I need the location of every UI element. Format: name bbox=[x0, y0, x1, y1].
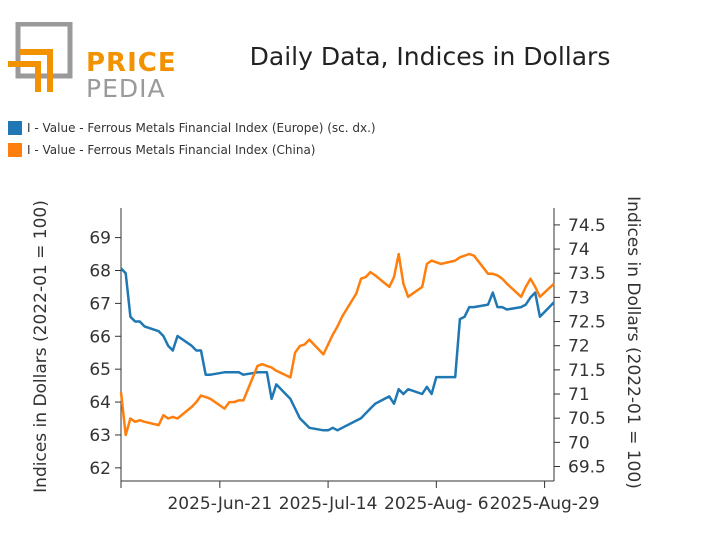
y-left-tick-label: 62 bbox=[89, 459, 111, 479]
x-tick-label: 2025-Jul-14 bbox=[279, 494, 378, 514]
legend-label-china: I - Value - Ferrous Metals Financial Ind… bbox=[27, 143, 316, 157]
y-right-tick-label: 72.5 bbox=[568, 313, 606, 333]
y-left-tick-label: 63 bbox=[89, 426, 111, 446]
y-axis-right-title: Indices in Dollars (2022-01 = 100) bbox=[623, 196, 643, 489]
y-right-tick-label: 71.5 bbox=[568, 361, 606, 381]
y-right-tick-label: 69.5 bbox=[568, 458, 606, 478]
legend-swatch-europe bbox=[8, 121, 22, 135]
y-left-tick-label: 64 bbox=[89, 393, 111, 413]
x-tick-label: 2025-Jun-21 bbox=[167, 494, 272, 514]
x-tick-label: 2025-Aug- 6 bbox=[384, 494, 489, 514]
series-line-china bbox=[119, 252, 555, 437]
y-right-tick-label: 74 bbox=[568, 240, 590, 260]
y-axis-left-title: Indices in Dollars (2022-01 = 100) bbox=[31, 200, 51, 493]
chart-title: Daily Data, Indices in Dollars bbox=[249, 42, 611, 71]
y-left-tick-label: 66 bbox=[89, 327, 111, 347]
y-right-tick-label: 70 bbox=[568, 433, 590, 453]
y-right-tick-label: 72 bbox=[568, 337, 590, 357]
logo-mark-icon bbox=[8, 22, 73, 92]
y-left-tick-label: 68 bbox=[89, 261, 111, 281]
y-left-tick-label: 67 bbox=[89, 294, 111, 314]
legend-item-china[interactable]: I - Value - Ferrous Metals Financial Ind… bbox=[8, 140, 376, 160]
y-right-tick-label: 74.5 bbox=[568, 216, 606, 236]
series-line-europe bbox=[120, 267, 555, 432]
y-right-tick-label: 73.5 bbox=[568, 264, 606, 284]
y-left-tick-label: 69 bbox=[89, 229, 111, 249]
y-left-tick-label: 65 bbox=[89, 360, 111, 380]
y-right-tick-label: 73 bbox=[568, 288, 590, 308]
pricepedia-logo: PRICE PEDIA bbox=[8, 22, 176, 103]
logo-text-price: PRICE bbox=[86, 48, 177, 78]
y-right-tick-label: 71 bbox=[568, 385, 590, 405]
chart-legend: I - Value - Ferrous Metals Financial Ind… bbox=[8, 118, 376, 162]
y-right-tick-label: 70.5 bbox=[568, 409, 606, 429]
x-tick-label: 2025-Aug-29 bbox=[490, 494, 600, 514]
legend-swatch-china bbox=[8, 143, 22, 157]
legend-item-europe[interactable]: I - Value - Ferrous Metals Financial Ind… bbox=[8, 118, 376, 138]
logo-text-pedia: PEDIA bbox=[86, 74, 166, 103]
legend-label-europe: I - Value - Ferrous Metals Financial Ind… bbox=[27, 121, 376, 135]
